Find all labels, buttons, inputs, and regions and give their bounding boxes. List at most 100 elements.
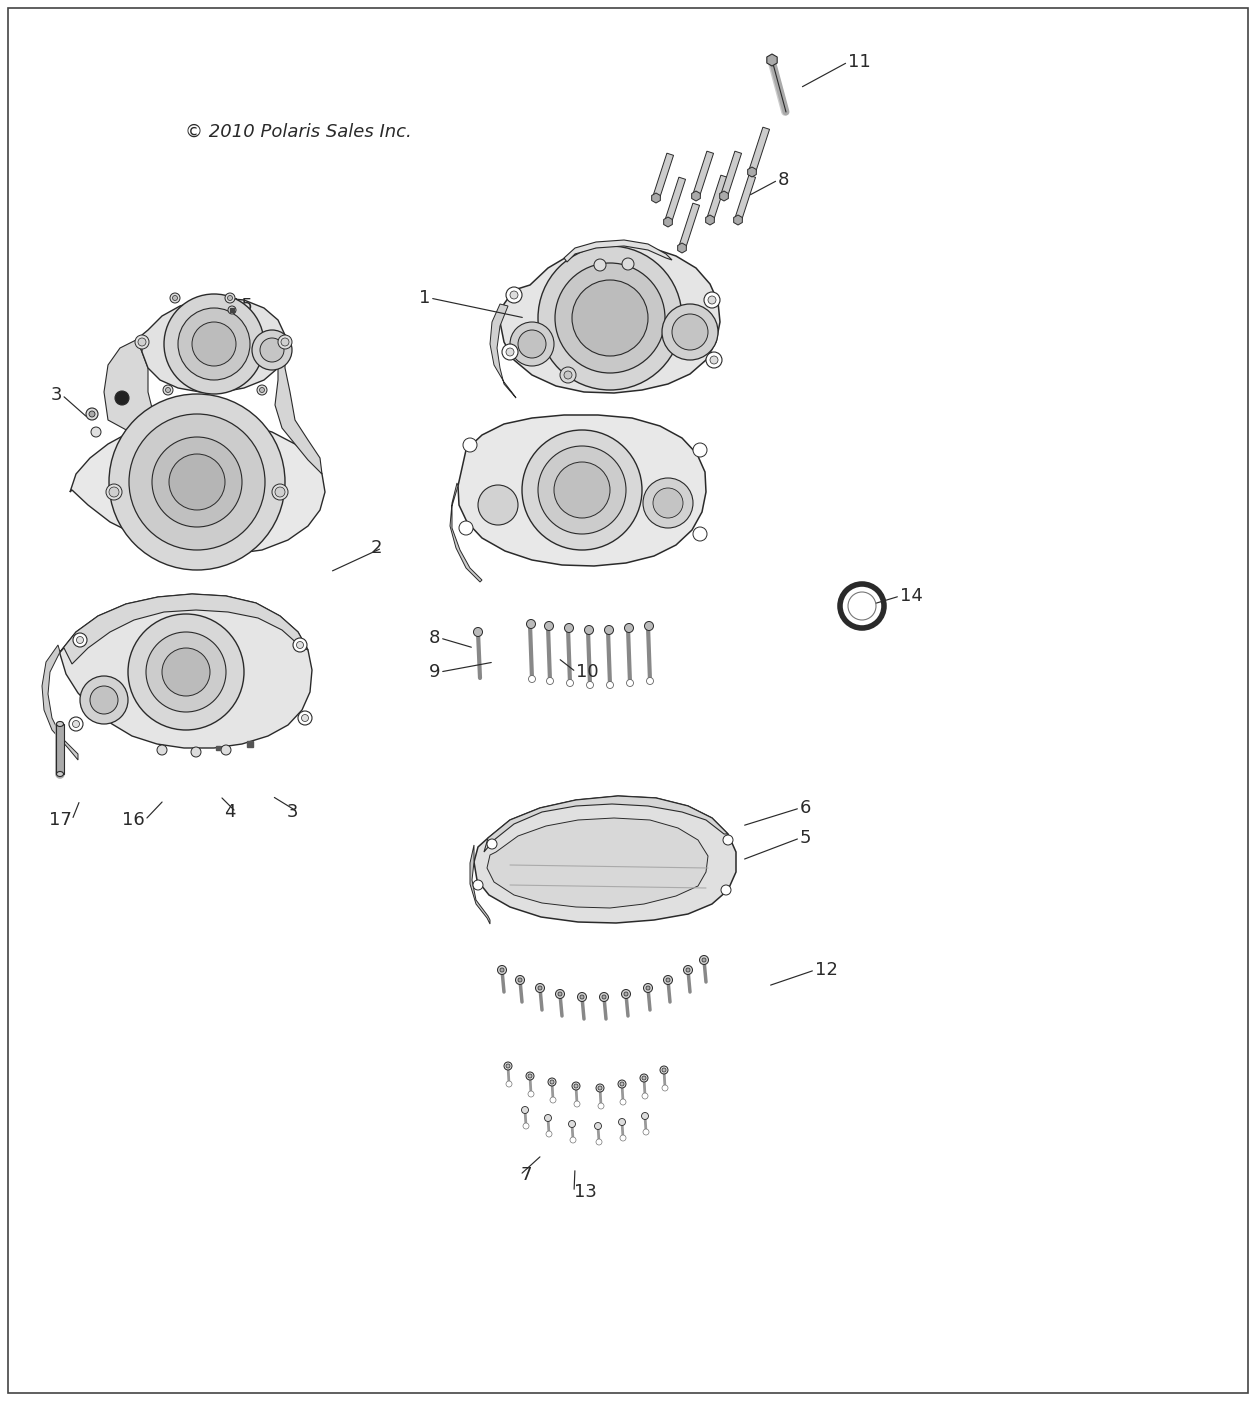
Polygon shape xyxy=(678,242,686,254)
Circle shape xyxy=(620,1135,625,1140)
Circle shape xyxy=(89,410,95,417)
Circle shape xyxy=(526,619,535,629)
Circle shape xyxy=(644,622,653,630)
Circle shape xyxy=(526,1072,534,1080)
Circle shape xyxy=(574,1084,578,1089)
Polygon shape xyxy=(487,818,708,908)
Polygon shape xyxy=(60,594,311,748)
Polygon shape xyxy=(142,298,285,392)
Circle shape xyxy=(646,986,651,991)
Circle shape xyxy=(165,294,264,394)
Circle shape xyxy=(278,335,291,349)
Circle shape xyxy=(554,462,610,518)
Polygon shape xyxy=(653,153,673,199)
Circle shape xyxy=(564,371,571,380)
Polygon shape xyxy=(692,151,713,198)
Circle shape xyxy=(506,1063,510,1068)
Circle shape xyxy=(80,677,128,724)
Circle shape xyxy=(463,439,477,453)
Circle shape xyxy=(90,686,118,715)
Circle shape xyxy=(546,678,554,685)
Circle shape xyxy=(85,408,98,420)
Circle shape xyxy=(659,1066,668,1075)
Text: 10: 10 xyxy=(577,663,599,681)
Circle shape xyxy=(848,593,875,621)
Circle shape xyxy=(555,989,564,999)
Circle shape xyxy=(569,1121,575,1128)
Circle shape xyxy=(257,385,268,395)
Polygon shape xyxy=(749,127,770,174)
Polygon shape xyxy=(734,214,742,226)
Circle shape xyxy=(624,992,628,996)
Circle shape xyxy=(474,628,482,636)
Circle shape xyxy=(73,633,87,647)
Polygon shape xyxy=(735,175,756,221)
Circle shape xyxy=(69,717,83,731)
Polygon shape xyxy=(663,217,672,227)
Circle shape xyxy=(662,1084,668,1091)
Circle shape xyxy=(558,992,561,996)
Polygon shape xyxy=(664,177,686,223)
Text: 1: 1 xyxy=(418,289,430,307)
Circle shape xyxy=(693,443,707,457)
Polygon shape xyxy=(490,304,516,398)
Circle shape xyxy=(560,367,577,382)
Circle shape xyxy=(663,975,672,985)
Circle shape xyxy=(708,296,716,304)
Circle shape xyxy=(221,745,231,755)
Text: 14: 14 xyxy=(901,587,923,605)
Circle shape xyxy=(301,715,309,722)
Circle shape xyxy=(666,978,669,982)
Circle shape xyxy=(293,637,306,651)
Circle shape xyxy=(170,293,180,303)
Text: 6: 6 xyxy=(800,799,811,817)
Circle shape xyxy=(497,965,506,975)
Text: © 2010 Polaris Sales Inc.: © 2010 Polaris Sales Inc. xyxy=(185,123,412,142)
Polygon shape xyxy=(678,203,700,249)
Polygon shape xyxy=(60,594,308,664)
Circle shape xyxy=(506,1082,512,1087)
Circle shape xyxy=(487,839,497,849)
Polygon shape xyxy=(70,420,325,553)
Circle shape xyxy=(584,625,594,635)
Circle shape xyxy=(163,385,173,395)
Circle shape xyxy=(506,287,522,303)
Circle shape xyxy=(510,291,517,298)
Circle shape xyxy=(281,338,289,346)
Circle shape xyxy=(662,1068,666,1072)
Circle shape xyxy=(620,1098,625,1105)
Circle shape xyxy=(599,992,608,1002)
Circle shape xyxy=(538,986,543,991)
Circle shape xyxy=(510,322,554,366)
Circle shape xyxy=(602,995,605,999)
Circle shape xyxy=(225,293,235,303)
Circle shape xyxy=(528,1075,533,1077)
Circle shape xyxy=(580,995,584,999)
Circle shape xyxy=(273,483,288,500)
Circle shape xyxy=(723,835,734,845)
Circle shape xyxy=(296,642,304,649)
Text: 9: 9 xyxy=(428,663,440,681)
Circle shape xyxy=(138,338,146,346)
Circle shape xyxy=(260,338,284,361)
Polygon shape xyxy=(692,191,701,200)
Circle shape xyxy=(170,454,225,510)
Text: 12: 12 xyxy=(815,961,838,979)
Polygon shape xyxy=(767,55,777,66)
Text: 15: 15 xyxy=(230,297,252,315)
Circle shape xyxy=(474,880,484,890)
Polygon shape xyxy=(275,352,322,474)
Circle shape xyxy=(647,678,653,685)
Circle shape xyxy=(706,352,722,368)
Circle shape xyxy=(571,280,648,356)
Circle shape xyxy=(662,304,718,360)
Polygon shape xyxy=(458,415,706,566)
Circle shape xyxy=(152,437,242,527)
Text: 8: 8 xyxy=(428,629,440,647)
Circle shape xyxy=(597,1139,602,1145)
Text: 11: 11 xyxy=(848,53,870,71)
Circle shape xyxy=(570,1138,577,1143)
Circle shape xyxy=(538,446,625,534)
Polygon shape xyxy=(706,214,715,226)
Circle shape xyxy=(109,394,285,570)
